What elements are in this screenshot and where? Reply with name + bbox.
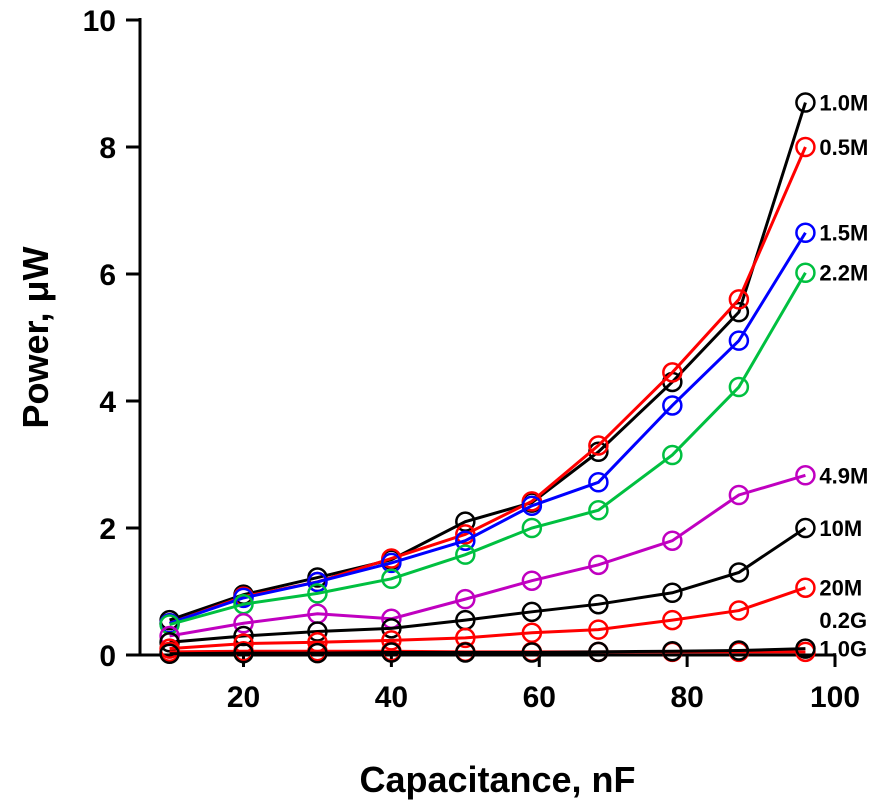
data-point: [521, 517, 543, 539]
data-point: [795, 136, 816, 158]
data-point: [381, 552, 402, 574]
x-tick-label: 80: [670, 681, 703, 714]
series-label: 1.5M: [819, 221, 868, 246]
data-point: [381, 618, 402, 639]
series-line: [169, 473, 806, 638]
data-point: [233, 613, 254, 634]
data-point: [795, 92, 816, 113]
data-point: [455, 642, 476, 663]
data-point: [588, 499, 609, 521]
y-tick-label: 2: [99, 513, 116, 546]
axes: [138, 18, 835, 657]
data-point: [588, 593, 609, 615]
data-point: [795, 577, 816, 598]
series-label: 0.5M: [819, 135, 868, 160]
data-point: [588, 435, 609, 456]
series-label: 0.2G: [819, 608, 867, 633]
series-group: [159, 92, 816, 664]
series-line: [169, 231, 807, 625]
y-tick-label: 10: [83, 5, 116, 38]
data-point: [662, 444, 683, 466]
data-point: [728, 484, 750, 506]
x-tick-label: 60: [523, 681, 556, 714]
series-label: 2.2M: [819, 261, 868, 286]
series-line: [169, 102, 807, 622]
data-point: [381, 568, 402, 590]
series-label: 1.0G: [819, 637, 867, 662]
data-point: [588, 641, 609, 663]
data-point: [795, 222, 816, 243]
data-point: [662, 395, 683, 416]
data-point: [521, 601, 543, 623]
data-point: [381, 642, 402, 663]
series-line: [169, 271, 807, 626]
series-label: 10M: [819, 516, 862, 541]
data-point: [795, 517, 816, 539]
series-10M: [159, 517, 816, 653]
y-tick-label: 0: [99, 640, 116, 673]
data-point: [728, 289, 750, 310]
series-line: [169, 526, 807, 644]
series-label: 4.9M: [819, 463, 868, 488]
data-point: [521, 570, 543, 591]
data-point: [795, 262, 816, 283]
y-tick-label: 6: [99, 259, 116, 292]
data-point: [159, 643, 180, 664]
x-axis-title: Capacitance, nF: [359, 759, 635, 800]
data-point: [662, 362, 683, 383]
data-point: [662, 582, 683, 604]
x-tick-label: 40: [375, 681, 408, 714]
data-point: [233, 642, 254, 664]
x-tick-label: 100: [810, 681, 860, 714]
data-point: [662, 609, 683, 631]
y-tick-label: 4: [99, 386, 116, 419]
x-tick-label: 20: [227, 681, 260, 714]
data-point: [588, 472, 609, 493]
data-point: [795, 465, 816, 486]
x-ticks: 20 40 60 80 100: [227, 655, 860, 714]
data-point: [588, 554, 609, 576]
data-point: [728, 600, 750, 621]
y-tick-label: 8: [99, 132, 116, 165]
data-point: [728, 562, 750, 583]
data-point: [455, 530, 476, 551]
data-point: [307, 621, 328, 642]
data-point: [521, 495, 543, 517]
series-1.0G: [159, 638, 816, 664]
data-point: [381, 630, 402, 651]
series-0.5M: [159, 136, 816, 634]
data-point: [455, 588, 476, 610]
series-labels: 1.0M 0.5M 1.5M 2.2M 4.9M 10M 20M 0.2G 1.0G: [819, 91, 868, 662]
data-point: [728, 301, 750, 323]
series-line: [169, 586, 806, 651]
data-point: [521, 642, 543, 663]
series-label: 1.0M: [819, 91, 868, 116]
data-point: [233, 587, 254, 609]
series-label: 20M: [819, 576, 862, 601]
data-point: [662, 530, 683, 551]
y-ticks: 0 2 4 6 8 10: [83, 5, 140, 673]
y-axis-title: Power, μW: [15, 246, 56, 428]
data-point: [728, 330, 750, 351]
data-point: [728, 640, 750, 661]
data-point: [795, 638, 816, 659]
series-1.5M: [159, 222, 816, 634]
data-point: [307, 583, 328, 604]
data-point: [662, 640, 683, 662]
data-point: [307, 571, 328, 593]
data-point: [728, 376, 750, 398]
data-point: [455, 627, 476, 649]
series-line: [169, 146, 807, 625]
data-point: [455, 544, 476, 565]
data-point: [307, 642, 328, 664]
series-line: [169, 647, 806, 656]
data-point: [588, 619, 609, 640]
